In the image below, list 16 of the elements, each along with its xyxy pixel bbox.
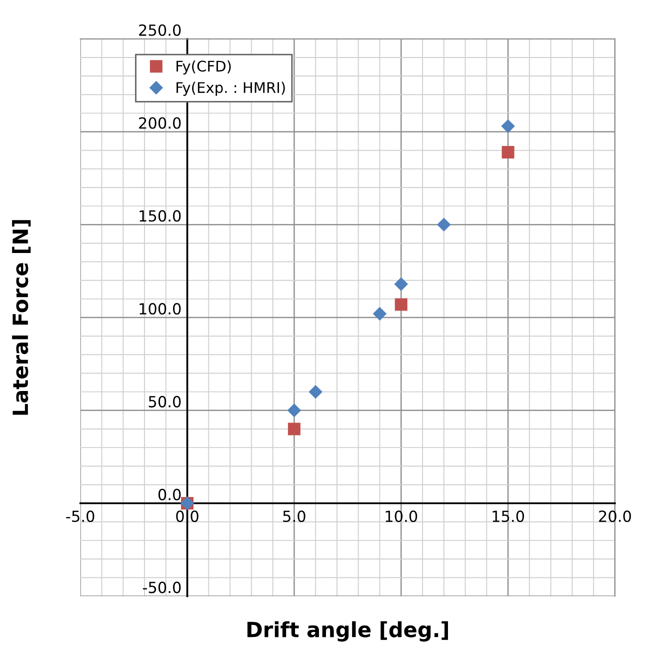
x-tick-label: 5.0 bbox=[283, 510, 306, 522]
y-tick-label: 150.0 bbox=[140, 210, 181, 222]
legend-label: Fy(CFD) bbox=[176, 60, 231, 74]
y-tick-label: -50.0 bbox=[142, 582, 181, 594]
x-tick-label: 10.0 bbox=[386, 510, 418, 522]
y-tick-label: 0.0 bbox=[158, 488, 181, 500]
x-tick-label: -5.0 bbox=[66, 510, 94, 522]
legend-label: Fy(Exp. : HMRI) bbox=[176, 82, 285, 96]
x-tick-label: 15.0 bbox=[492, 510, 524, 522]
y-tick-label: 100.0 bbox=[140, 303, 181, 315]
x-axis-title: Drift angle [deg.] bbox=[247, 621, 448, 642]
y-tick-label: 50.0 bbox=[148, 396, 181, 408]
y-tick-label: 250.0 bbox=[139, 24, 181, 36]
y-tick-label: 200.0 bbox=[139, 117, 181, 129]
y-axis-title: Lateral Force [N] bbox=[12, 220, 31, 415]
x-tick-label: 20.0 bbox=[599, 510, 631, 522]
